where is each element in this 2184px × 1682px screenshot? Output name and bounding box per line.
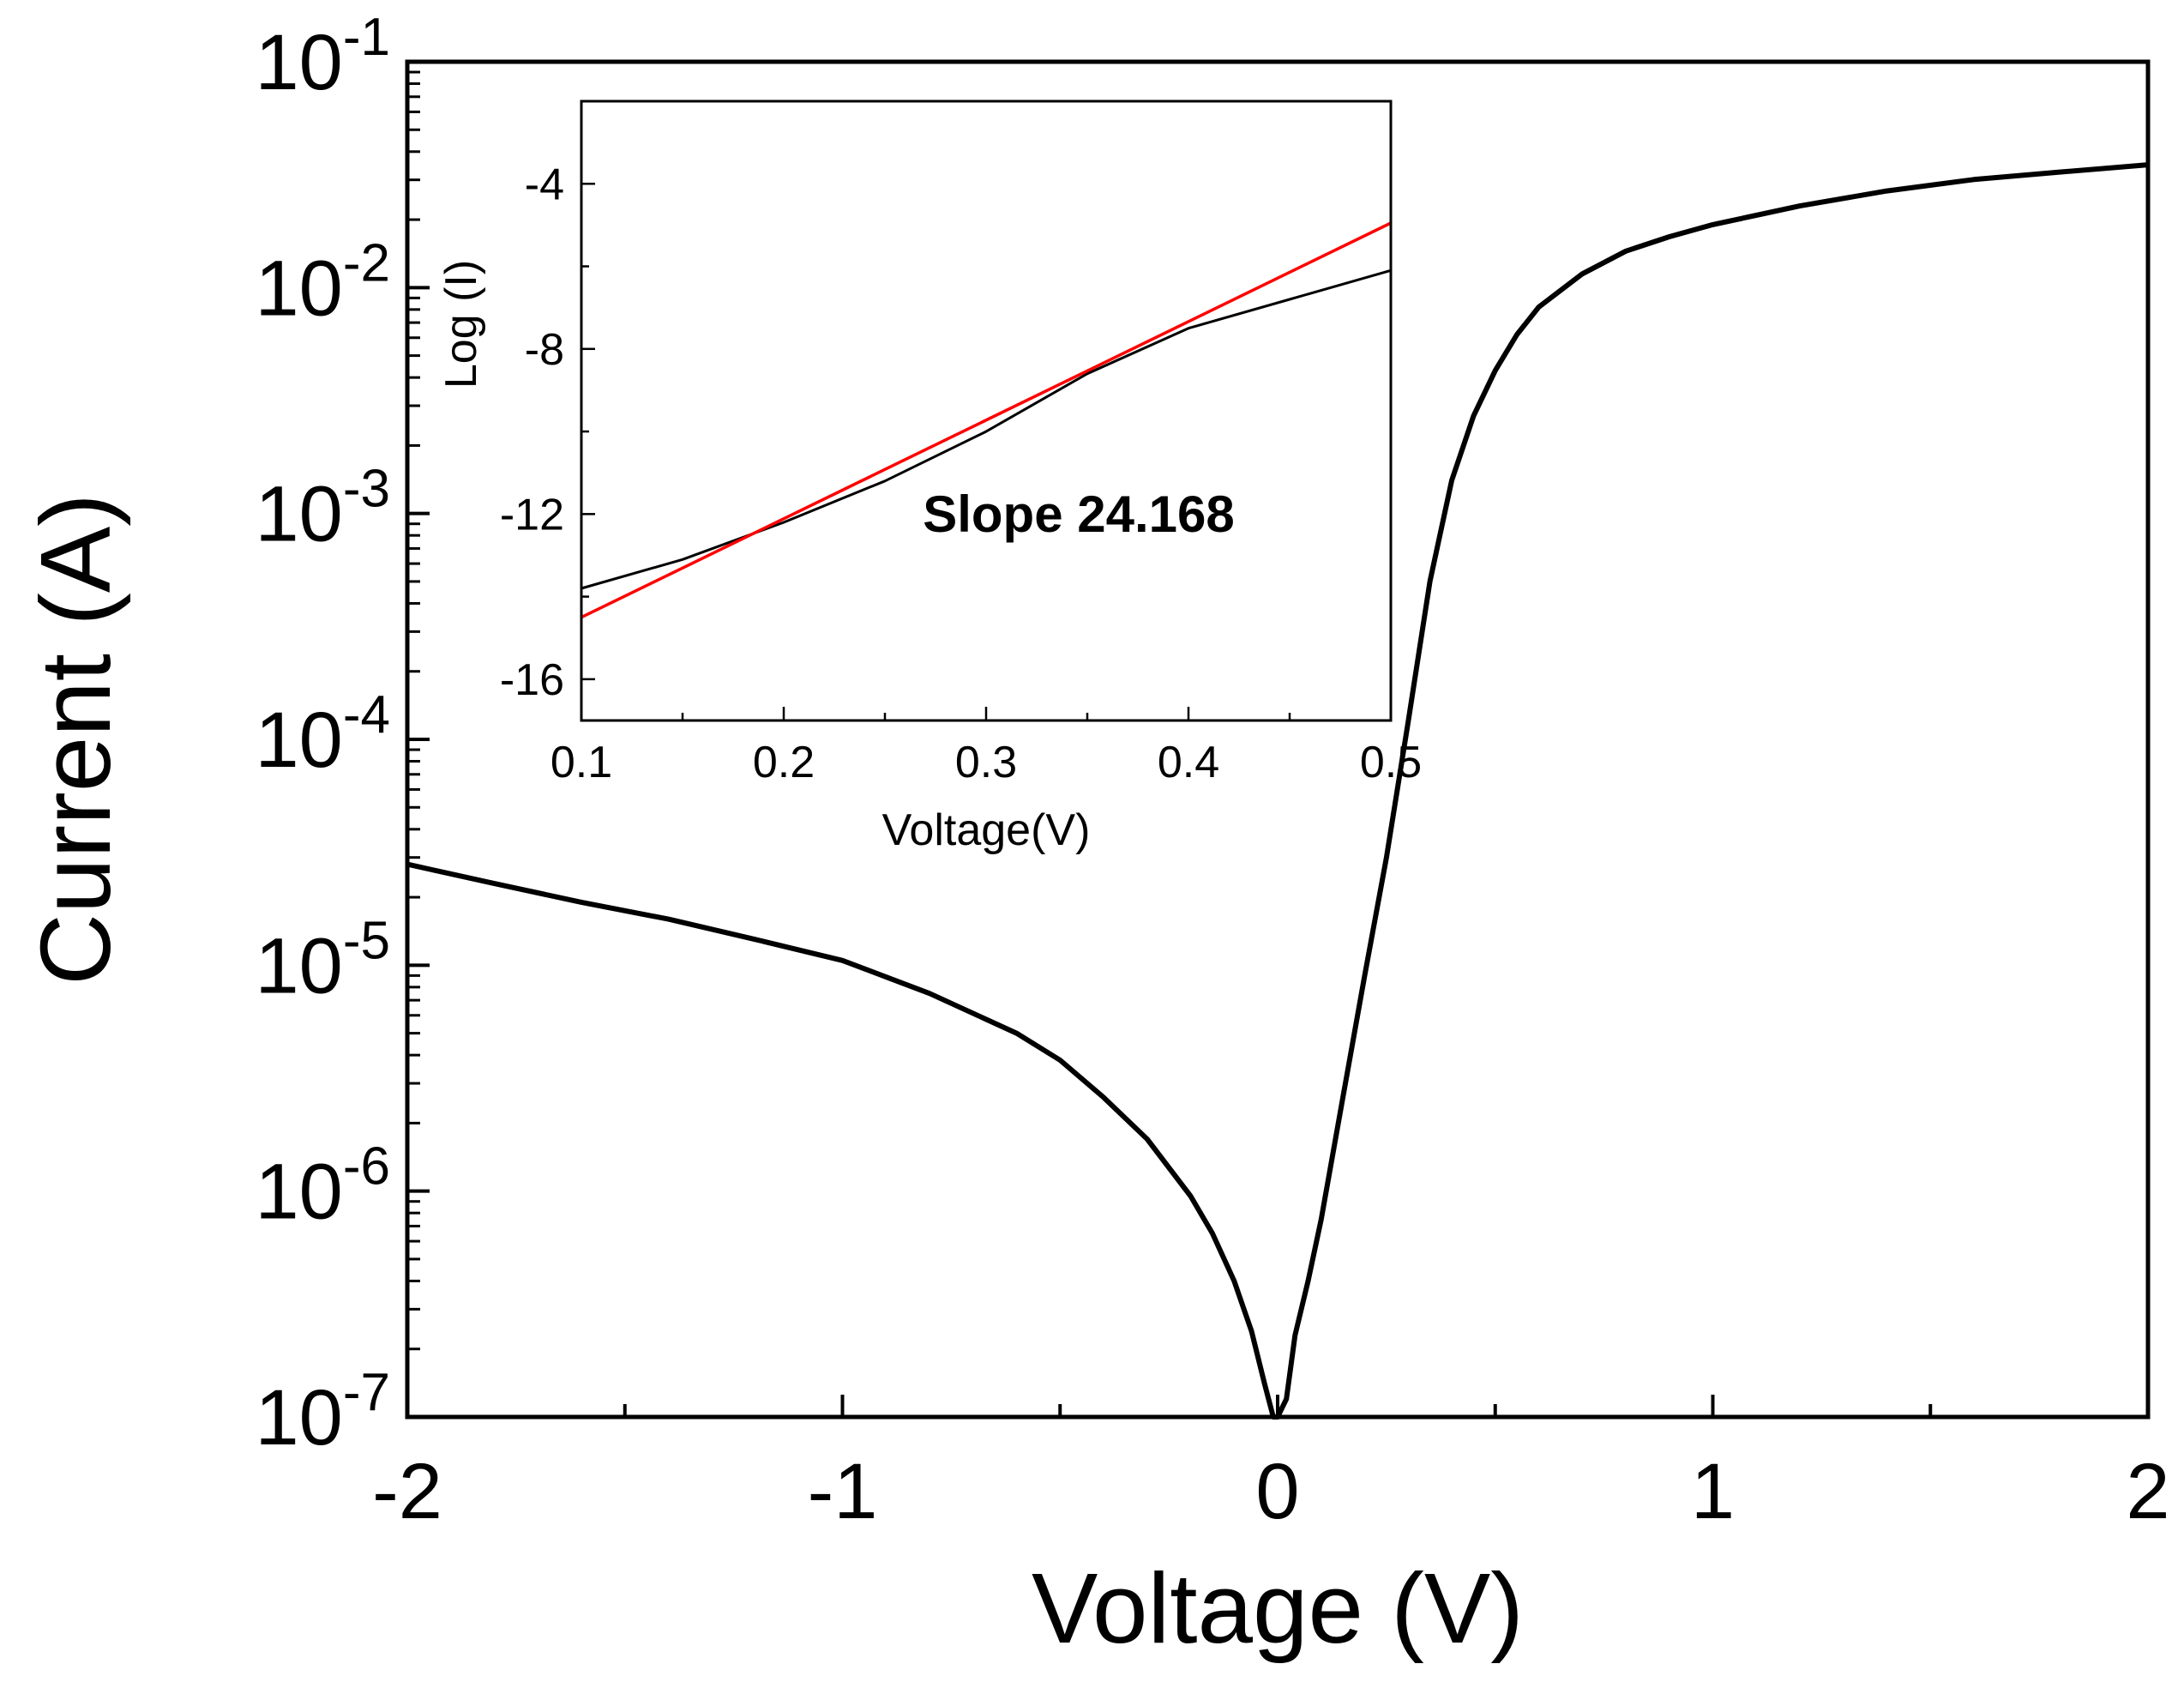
main-y-tick-label: 10-1 — [256, 8, 390, 106]
main-x-tick-label: 2 — [2126, 1448, 2169, 1535]
inset-plot-frame — [580, 99, 1393, 722]
inset-fit-line — [581, 221, 1392, 619]
inset-x-axis-title: Voltage(V) — [882, 805, 1091, 855]
main-x-axis-title: Voltage (V) — [1032, 1552, 1524, 1664]
main-y-tick-label: 10-3 — [256, 460, 390, 558]
main-y-axis-title: Current (A) — [20, 493, 131, 986]
inset-y-tick-label: -12 — [500, 490, 564, 540]
inset-x-tick-label: 0.2 — [753, 738, 815, 787]
inset-y-axis-title: Log (I) — [436, 260, 486, 389]
main-y-tick-label: 10-2 — [256, 233, 390, 332]
main-y-tick-label: 10-7 — [256, 1363, 390, 1462]
main-x-tick-label: -2 — [372, 1448, 442, 1535]
main-iv-curve — [406, 162, 2149, 1420]
main-y-tick-label: 10-5 — [256, 911, 390, 1010]
inset-x-tick-label: 0.1 — [551, 738, 612, 787]
main-plot-frame — [405, 59, 2151, 1420]
inset-x-tick-label: 0.5 — [1360, 738, 1422, 787]
inset-background — [581, 101, 1391, 720]
main-tick-labels: -2 -1 0 1 2 10-1 10-2 10-3 10-4 10-5 10-6 10-7 — [256, 8, 2170, 1535]
main-x-tick-label: 0 — [1255, 1448, 1299, 1535]
inset-y-tick-label: -4 — [525, 160, 564, 209]
main-series — [406, 162, 2149, 1420]
inset-y-tick-label: -16 — [500, 655, 564, 705]
main-chart: -2 -1 0 1 2 10-1 10-2 10-3 10-4 10-5 10-6 10-7 Volt… — [20, 8, 2170, 1664]
inset-data-curve — [581, 268, 1392, 590]
inset-y-tick-label: -8 — [525, 325, 564, 375]
inset-slope-annotation: Slope 24.168 — [923, 485, 1235, 543]
main-y-tick-label: 10-6 — [256, 1137, 390, 1236]
inset-x-tick-label: 0.4 — [1158, 738, 1219, 787]
inset-x-tick-label: 0.3 — [955, 738, 1017, 787]
main-x-tick-label: 1 — [1691, 1448, 1735, 1535]
inset-series — [581, 221, 1392, 619]
inset-tick-labels: 0.1 0.2 0.3 0.4 0.5 -4 -8 -12 -16 — [500, 160, 1422, 787]
main-y-tick-label: 10-4 — [256, 685, 390, 784]
inset-chart: 0.1 0.2 0.3 0.4 0.5 -4 -8 -12 -16 Slope 24.168 V… — [436, 99, 1422, 855]
main-x-tick-label: -1 — [808, 1448, 878, 1535]
